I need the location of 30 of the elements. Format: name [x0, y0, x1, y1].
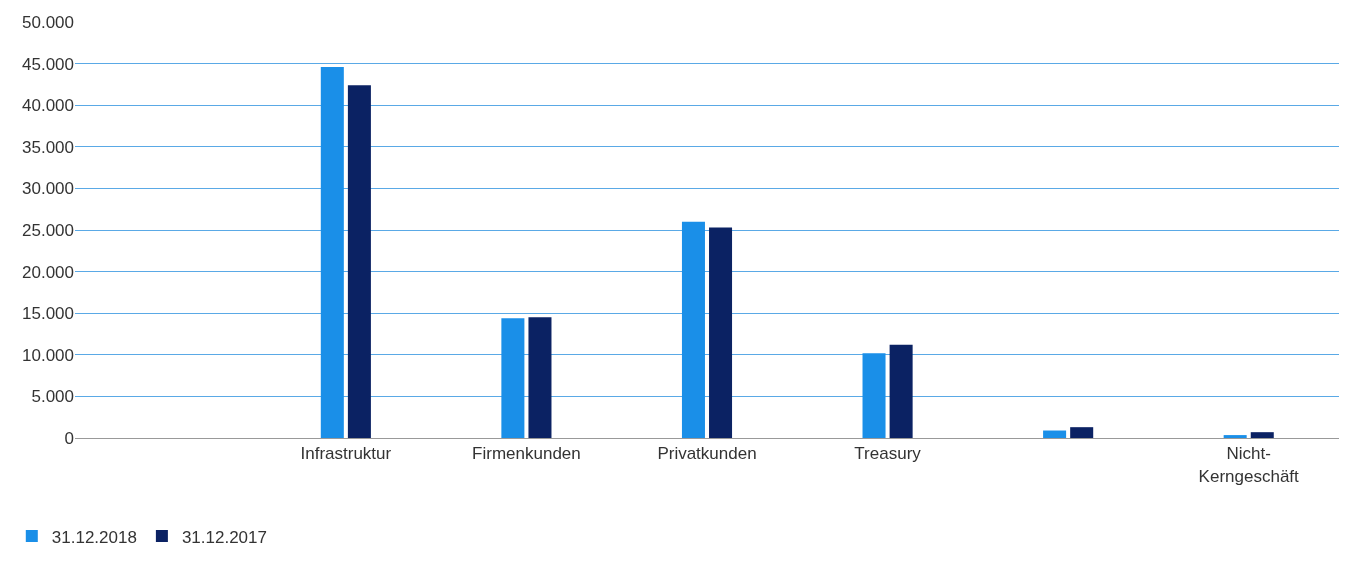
bar [1070, 427, 1094, 438]
y-tick-label: 25.000 [22, 220, 74, 240]
legend-label: 31.12.2017 [181, 527, 267, 547]
bar [347, 85, 371, 438]
bar [501, 318, 525, 438]
bar [709, 227, 733, 438]
y-tick-label: 10.000 [22, 345, 74, 365]
y-tick-label: 45.000 [22, 54, 74, 74]
x-tick-label: Nicht- Kerngeschäft [1198, 444, 1300, 486]
x-tick-label: Infrastruktur [300, 444, 392, 464]
y-tick-label: 50.000 [22, 12, 74, 32]
x-tick-label: Treasury [854, 444, 922, 464]
x-tick-label: Firmenkunden [472, 444, 581, 464]
bar [889, 344, 913, 438]
bar [320, 66, 344, 438]
x-tick-label: Privatkunden [657, 444, 757, 464]
bar [1223, 435, 1247, 438]
legend-label: 31.12.2018 [51, 527, 137, 547]
y-tick-label: 35.000 [22, 137, 74, 157]
bar [1250, 432, 1274, 438]
y-tick-label: 0 [64, 428, 74, 448]
y-tick-label: 40.000 [22, 96, 74, 116]
y-tick-label: 30.000 [22, 179, 74, 199]
bar [862, 353, 886, 438]
bar [528, 317, 552, 438]
y-tick-label: 20.000 [22, 262, 74, 282]
y-tick-label: 5.000 [31, 387, 74, 407]
bar [681, 221, 705, 438]
y-tick-label: 15.000 [22, 304, 74, 324]
bar [1043, 430, 1067, 438]
